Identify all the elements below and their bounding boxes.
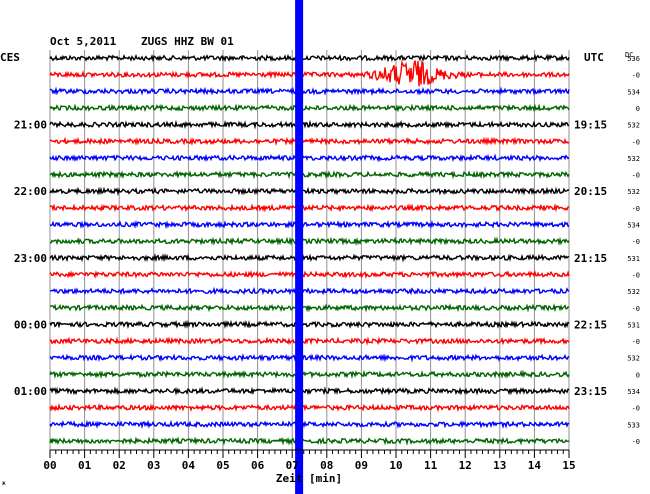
x-tick-label: 07 bbox=[286, 459, 299, 472]
dc-value: 532 bbox=[627, 155, 640, 163]
dc-value: -0 bbox=[632, 438, 640, 446]
x-tick-label: 04 bbox=[182, 459, 196, 472]
grid-lines bbox=[49, 50, 570, 450]
dc-value: -0 bbox=[632, 271, 640, 279]
trace-21 bbox=[49, 402, 570, 413]
x-tick-label: 05 bbox=[216, 459, 229, 472]
right-time-label: 21:15 bbox=[574, 252, 607, 265]
dc-value: 534 bbox=[627, 388, 640, 396]
x-tick-label: 15 bbox=[562, 459, 575, 472]
trace-20 bbox=[49, 386, 570, 396]
trace-15 bbox=[49, 303, 570, 313]
right-timezone: UTC bbox=[584, 51, 604, 64]
left-time-label: 22:00 bbox=[14, 185, 47, 198]
x-tick-label: 02 bbox=[113, 459, 126, 472]
trace-8 bbox=[49, 186, 570, 197]
left-time-label: 00:00 bbox=[14, 318, 47, 331]
dc-value: 0 bbox=[636, 371, 640, 379]
trace-1 bbox=[49, 59, 570, 87]
dc-value: -0 bbox=[632, 138, 640, 146]
trace-16 bbox=[49, 319, 570, 330]
dc-value: -0 bbox=[632, 205, 640, 213]
trace-19 bbox=[49, 369, 570, 380]
left-time-label: 01:00 bbox=[14, 385, 47, 398]
trace-11 bbox=[49, 236, 570, 246]
dc-value: 531 bbox=[627, 321, 640, 329]
dc-value: 531 bbox=[627, 255, 640, 263]
trace-0 bbox=[49, 53, 570, 63]
right-time-label: 19:15 bbox=[574, 119, 607, 132]
marker-bar bbox=[295, 0, 304, 494]
vertical-marker bbox=[295, 0, 304, 494]
left-timezone: CES bbox=[0, 51, 20, 64]
x-tick-label: 08 bbox=[320, 459, 333, 472]
trace-10 bbox=[49, 219, 570, 230]
x-tick-label: 12 bbox=[459, 459, 472, 472]
dc-header: DC bbox=[625, 51, 633, 59]
right-time-label: 23:15 bbox=[574, 385, 607, 398]
trace-5 bbox=[49, 136, 570, 147]
dc-value: 0 bbox=[636, 105, 640, 113]
corner-glyph: ж bbox=[2, 480, 6, 487]
dc-value: -0 bbox=[632, 172, 640, 180]
right-time-label: 22:15 bbox=[574, 318, 607, 331]
header-station: ZUGS HHZ BW 01 bbox=[141, 35, 234, 48]
left-time-label: 23:00 bbox=[14, 252, 47, 265]
dc-value: 536 bbox=[627, 55, 640, 63]
trace-2 bbox=[49, 86, 570, 97]
dc-value: 534 bbox=[627, 222, 640, 230]
trace-9 bbox=[49, 203, 570, 213]
dc-value: -0 bbox=[632, 405, 640, 413]
trace-13 bbox=[49, 270, 570, 280]
dc-value: -0 bbox=[632, 72, 640, 80]
dc-value: -0 bbox=[632, 238, 640, 246]
trace-17 bbox=[49, 336, 570, 346]
x-axis-label: Zeit [min] bbox=[276, 472, 342, 485]
trace-23 bbox=[49, 436, 570, 446]
header-date: Oct 5,2011 bbox=[50, 35, 117, 48]
x-tick-label: 03 bbox=[147, 459, 160, 472]
dc-value: -0 bbox=[632, 338, 640, 346]
x-tick-label: 13 bbox=[493, 459, 506, 472]
time-axis: 00 01 02 03 04 05 06 07 08 09 10 11 12 13 14 15 bbox=[43, 449, 576, 472]
dc-value: 532 bbox=[627, 188, 640, 196]
x-tick-label: 01 bbox=[78, 459, 92, 472]
trace-12 bbox=[49, 253, 570, 263]
trace-6 bbox=[49, 153, 570, 163]
seismic-traces bbox=[49, 53, 570, 446]
dc-value: 532 bbox=[627, 122, 640, 130]
x-tick-label: 00 bbox=[43, 459, 56, 472]
left-time-label: 21:00 bbox=[14, 119, 47, 132]
dc-value: 532 bbox=[627, 288, 640, 296]
x-tick-label: 11 bbox=[424, 459, 438, 472]
trace-22 bbox=[49, 419, 570, 430]
dc-value: 534 bbox=[627, 88, 640, 96]
dc-value: 533 bbox=[627, 421, 640, 429]
trace-3 bbox=[49, 103, 570, 113]
dc-value: 532 bbox=[627, 355, 640, 363]
x-tick-label: 14 bbox=[528, 459, 542, 472]
x-tick-label: 09 bbox=[355, 459, 368, 472]
trace-14 bbox=[49, 286, 570, 296]
dc-value: -0 bbox=[632, 305, 640, 313]
right-time-label: 20:15 bbox=[574, 185, 607, 198]
trace-18 bbox=[49, 353, 570, 363]
x-tick-label: 06 bbox=[251, 459, 265, 472]
trace-4 bbox=[49, 119, 569, 130]
time-labels: 536 -0 534 0 532 -0 532 -0 532 -0 534 -0 531 -0 532 -0 5… bbox=[14, 55, 640, 446]
trace-7 bbox=[49, 170, 570, 180]
x-tick-label: 10 bbox=[389, 459, 402, 472]
